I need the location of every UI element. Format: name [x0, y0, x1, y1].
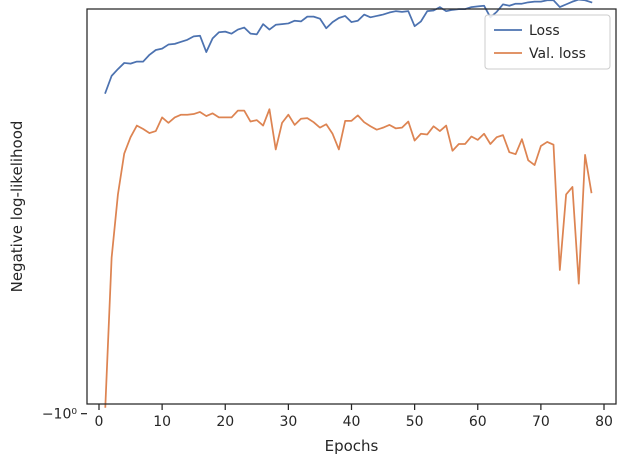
x-tick-label: 30 [279, 414, 297, 430]
x-tick-label: 10 [153, 414, 171, 430]
x-tick-label: 50 [406, 414, 424, 430]
legend-label: Val. loss [529, 46, 586, 62]
x-tick-label: 80 [595, 414, 613, 430]
y-axis-label: Negative log-likelihood [8, 121, 26, 293]
x-tick-label: 0 [95, 414, 104, 430]
legend: Loss Val. loss [484, 14, 611, 70]
legend-label: Loss [529, 23, 560, 39]
x-tick-label: 60 [469, 414, 487, 430]
axis-ticks: 0 10 20 30 40 50 60 70 80 −10⁰ [42, 404, 613, 430]
series-lines [104, 0, 593, 408]
legend-box [484, 14, 611, 70]
series-line [104, 0, 593, 95]
series-loss [104, 0, 593, 95]
series-val-loss [104, 108, 593, 408]
series-line [104, 108, 593, 408]
x-tick-label: 20 [216, 414, 234, 430]
x-axis-label: Epochs [325, 437, 379, 455]
x-tick-label: 40 [343, 414, 361, 430]
x-tick-label: 70 [532, 414, 550, 430]
y-tick-label: −10⁰ [42, 407, 78, 423]
